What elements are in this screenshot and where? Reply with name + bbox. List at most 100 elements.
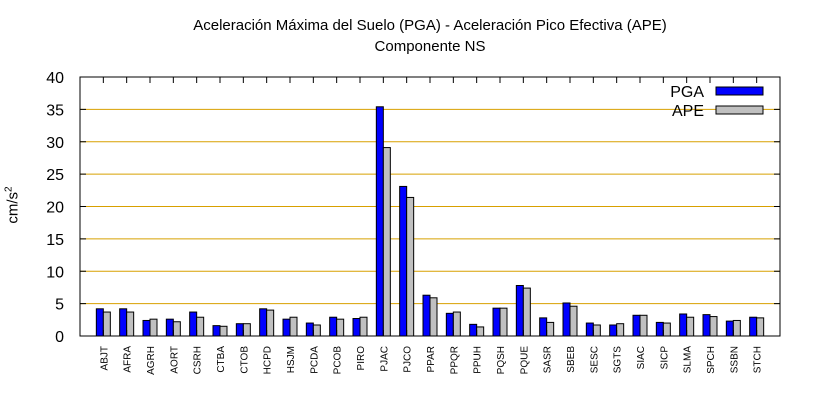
x-tick-label: PCDA <box>309 346 320 374</box>
y-tick-label: 15 <box>46 232 64 249</box>
x-tick-label: CTBA <box>216 346 227 373</box>
y-tick-label: 0 <box>55 329 64 346</box>
bar-pga-pjac <box>375 106 384 337</box>
x-tick-label: AFRA <box>123 346 134 373</box>
bar-ape-ctob <box>242 323 251 337</box>
bar-pga-hcpd <box>259 308 268 337</box>
bar-pga-sbeb <box>562 302 571 337</box>
x-tick-label: SLMA <box>683 346 694 374</box>
y-tick-label: 20 <box>46 200 64 217</box>
bar-pga-pque <box>515 284 524 337</box>
bar-pga-ctob <box>235 323 244 337</box>
legend: PGA APE <box>670 84 764 120</box>
bar-pga-hsjm <box>282 318 291 337</box>
bar-ape-ppar <box>429 297 438 337</box>
y-tick-label: 35 <box>46 102 64 119</box>
x-tick-label: SICP <box>659 346 670 370</box>
bar-pga-csrh <box>189 311 198 337</box>
bar-ape-pqsh <box>499 307 508 337</box>
x-tick-label: HSJM <box>286 346 297 373</box>
bar-pga-piro <box>352 318 361 337</box>
x-tick-label: SBEB <box>566 346 577 373</box>
bar-ape-abjt <box>102 311 111 337</box>
bar-ape-pjco <box>406 196 415 337</box>
bar-ape-spch <box>709 316 718 337</box>
bar-ape-sicp <box>662 322 671 337</box>
x-tick-label: PPUH <box>473 346 484 374</box>
bar-pga-slma <box>679 313 688 337</box>
x-tick-label: AGRH <box>146 346 157 375</box>
x-tick-label: AORT <box>169 346 180 374</box>
y-tick-label: 40 <box>46 70 64 87</box>
bar-pga-ppuh <box>469 323 478 337</box>
x-tick-label: PQUE <box>519 346 530 375</box>
y-tick-label: 30 <box>46 135 64 152</box>
x-tick-label: SSBN <box>729 346 740 373</box>
bar-pga-pjco <box>399 185 408 337</box>
bar-pga-sesc <box>585 322 594 337</box>
bars <box>95 106 765 337</box>
bar-ape-ppuh <box>476 326 485 337</box>
y-tick-label: 5 <box>55 297 64 314</box>
x-tick-label: HCPD <box>263 346 274 374</box>
bar-pga-sgts <box>609 324 618 337</box>
bar-pga-ppar <box>422 294 431 337</box>
x-tick-label: PJAC <box>379 346 390 372</box>
legend-label-ape: APE <box>672 103 704 120</box>
bar-ape-csrh <box>196 316 205 337</box>
bar-pga-aort <box>165 318 174 337</box>
legend-swatch-ape <box>715 105 764 115</box>
x-tick-label: SPCH <box>706 346 717 374</box>
bar-pga-pcda <box>305 322 314 337</box>
bar-pga-sasr <box>539 317 548 337</box>
bar-ape-sesc <box>592 324 601 337</box>
x-tick-label: PPQR <box>449 346 460 374</box>
y-tick-label: 10 <box>46 264 64 281</box>
x-tick-label: SGTS <box>613 346 624 374</box>
bar-pga-pcob <box>329 316 338 337</box>
bar-ape-hcpd <box>266 309 275 337</box>
bar-ape-sgts <box>616 323 625 337</box>
bar-ape-pque <box>522 287 531 337</box>
bar-pga-siac <box>632 314 641 337</box>
bar-pga-ssbn <box>725 320 734 337</box>
bar-ape-pjac <box>382 147 391 337</box>
x-tick-label: STCH <box>753 346 764 373</box>
bar-ape-hsjm <box>289 316 298 337</box>
bar-pga-abjt <box>95 308 104 337</box>
legend-swatch-pga <box>715 86 764 96</box>
chart-title: Aceleración Máxima del Suelo (PGA) - Ace… <box>193 17 667 34</box>
bar-pga-agrh <box>142 319 151 337</box>
x-tick-label: SASR <box>543 346 554 373</box>
x-tick-label: CSRH <box>193 346 204 374</box>
legend-label-pga: PGA <box>670 84 704 101</box>
grid-lines <box>80 108 780 305</box>
bar-pga-sicp <box>655 321 664 337</box>
chart-subtitle: Componente NS <box>374 38 486 55</box>
x-tick-label: PIRO <box>356 346 367 371</box>
x-tick-label: PQSH <box>496 346 507 374</box>
bar-pga-stch <box>749 316 758 337</box>
x-tick-label: PCOB <box>333 346 344 375</box>
x-tick-label: SIAC <box>636 346 647 369</box>
x-tick-label: SESC <box>589 346 600 373</box>
bar-ape-pcob <box>336 318 345 337</box>
bar-ape-siac <box>639 314 648 337</box>
bar-pga-ppqr <box>445 312 454 337</box>
axes: 0 5 10 15 20 25 30 35 40 ABJT AFRA AGRH AORT CSRH CTBA… <box>46 70 781 375</box>
bar-ape-ppqr <box>452 311 461 337</box>
bar-ape-ctba <box>219 325 228 337</box>
bar-ape-agrh <box>149 318 158 337</box>
x-tick-label: PJCO <box>403 346 414 373</box>
bar-ape-slma <box>686 316 695 337</box>
x-tick-label: ABJT <box>99 346 110 370</box>
bar-ape-aort <box>172 321 181 337</box>
bar-ape-sasr <box>546 321 555 337</box>
bar-ape-pcda <box>312 324 321 337</box>
plot-frame <box>79 76 781 337</box>
bar-ape-afra <box>126 311 135 337</box>
bar-ape-stch <box>756 317 765 337</box>
bar-pga-ctba <box>212 325 221 337</box>
y-tick-label: 25 <box>46 167 64 184</box>
